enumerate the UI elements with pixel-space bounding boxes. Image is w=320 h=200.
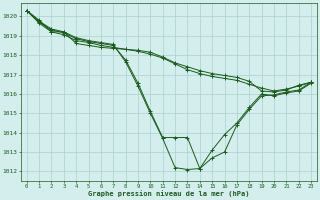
X-axis label: Graphe pression niveau de la mer (hPa): Graphe pression niveau de la mer (hPa) [88, 190, 250, 197]
